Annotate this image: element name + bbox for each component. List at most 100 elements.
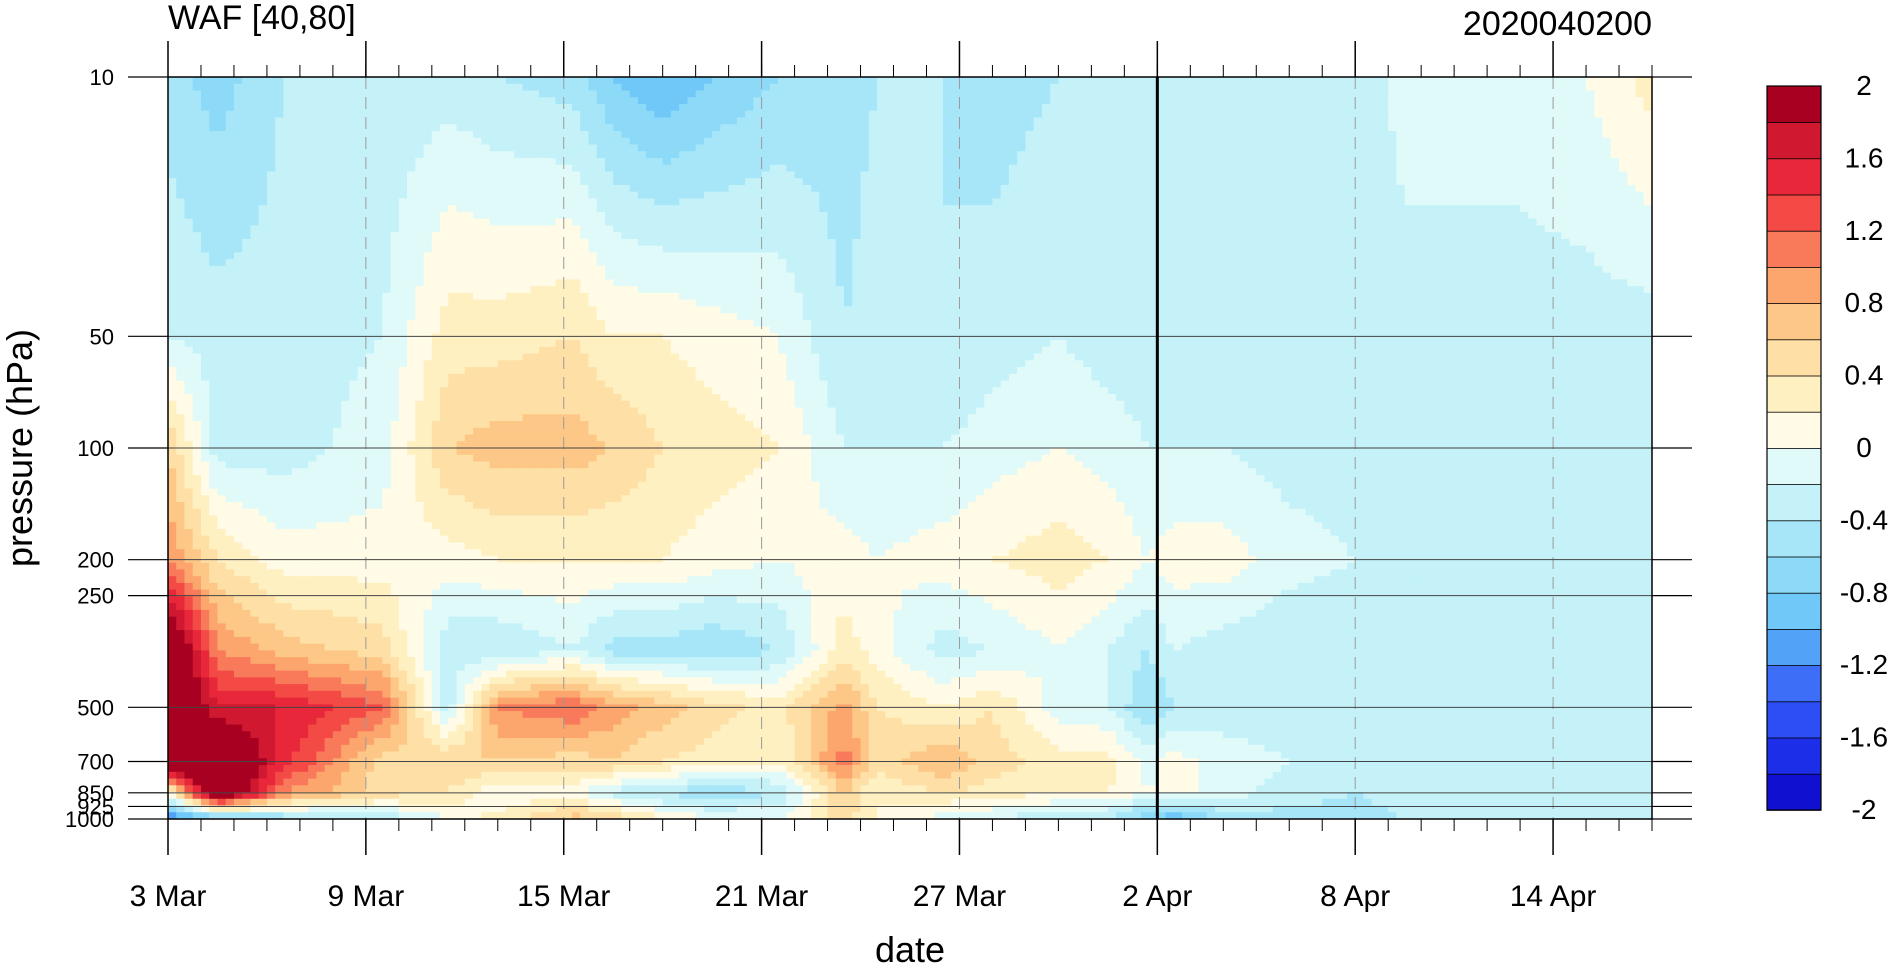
heatmap-cell bbox=[226, 178, 235, 185]
heatmap-cell bbox=[473, 738, 482, 745]
heatmap-cell bbox=[539, 198, 548, 205]
heatmap-cell bbox=[217, 124, 226, 131]
heatmap-cell bbox=[349, 542, 358, 549]
heatmap-cell bbox=[407, 488, 416, 495]
heatmap-cell bbox=[358, 171, 367, 178]
heatmap-cell bbox=[283, 165, 292, 172]
heatmap-cell bbox=[300, 144, 309, 151]
heatmap-cell bbox=[523, 354, 532, 361]
heatmap-cell bbox=[209, 704, 218, 711]
heatmap-cell bbox=[382, 542, 391, 549]
heatmap-cell bbox=[465, 441, 474, 448]
heatmap-cell bbox=[333, 421, 342, 428]
heatmap-cell bbox=[432, 84, 441, 91]
heatmap-cell bbox=[341, 630, 350, 637]
heatmap-cell bbox=[358, 610, 367, 617]
heatmap-cell bbox=[415, 488, 424, 495]
heatmap-cell bbox=[193, 542, 202, 549]
heatmap-cell bbox=[358, 441, 367, 448]
heatmap-cell bbox=[209, 657, 218, 664]
heatmap-cell bbox=[300, 569, 309, 576]
heatmap-cell bbox=[490, 293, 499, 300]
heatmap-cell bbox=[366, 495, 375, 502]
heatmap-cell bbox=[523, 522, 532, 529]
heatmap-cell bbox=[292, 563, 301, 570]
heatmap-cell bbox=[333, 232, 342, 239]
heatmap-cell bbox=[498, 515, 507, 522]
heatmap-cell bbox=[366, 448, 375, 455]
heatmap-cell bbox=[366, 785, 375, 792]
heatmap-cell bbox=[316, 293, 325, 300]
heatmap-cell bbox=[498, 502, 507, 509]
heatmap-cell bbox=[366, 596, 375, 603]
heatmap-cell bbox=[349, 596, 358, 603]
heatmap-cell bbox=[184, 374, 193, 381]
heatmap-cell bbox=[391, 279, 400, 286]
heatmap-cell bbox=[457, 158, 466, 165]
heatmap-cell bbox=[283, 279, 292, 286]
heatmap-cell bbox=[168, 347, 177, 354]
heatmap-cell bbox=[374, 765, 383, 772]
heatmap-cell bbox=[341, 171, 350, 178]
heatmap-cell bbox=[498, 671, 507, 678]
heatmap-cell bbox=[415, 347, 424, 354]
heatmap-cell bbox=[250, 232, 259, 239]
heatmap-cell bbox=[349, 246, 358, 253]
heatmap-cell bbox=[358, 286, 367, 293]
heatmap-cell bbox=[465, 225, 474, 232]
heatmap-cell bbox=[415, 691, 424, 698]
heatmap-cell bbox=[457, 785, 466, 792]
heatmap-cell bbox=[275, 381, 284, 388]
heatmap-cell bbox=[300, 752, 309, 759]
heatmap-cell bbox=[341, 509, 350, 516]
heatmap-cell bbox=[424, 637, 433, 644]
heatmap-cell bbox=[415, 657, 424, 664]
heatmap-cell bbox=[523, 97, 532, 104]
heatmap-cell bbox=[168, 495, 177, 502]
heatmap-cell bbox=[341, 549, 350, 556]
heatmap-cell bbox=[465, 718, 474, 725]
heatmap-cell bbox=[358, 657, 367, 664]
heatmap-cell bbox=[267, 273, 276, 280]
heatmap-cell bbox=[415, 704, 424, 711]
heatmap-cell bbox=[259, 576, 268, 583]
heatmap-cell bbox=[341, 225, 350, 232]
heatmap-cell bbox=[498, 333, 507, 340]
heatmap-cell bbox=[424, 313, 433, 320]
heatmap-cell bbox=[176, 435, 185, 442]
heatmap-cell bbox=[234, 455, 243, 462]
heatmap-cell bbox=[374, 711, 383, 718]
heatmap-cell bbox=[498, 684, 507, 691]
heatmap-cell bbox=[465, 171, 474, 178]
heatmap-cell bbox=[292, 77, 301, 84]
heatmap-cell bbox=[399, 252, 408, 259]
heatmap-cell bbox=[448, 286, 457, 293]
heatmap-cell bbox=[242, 414, 251, 421]
heatmap-cell bbox=[226, 482, 235, 489]
heatmap-cell bbox=[481, 165, 490, 172]
heatmap-cell bbox=[473, 252, 482, 259]
heatmap-cell bbox=[440, 711, 449, 718]
heatmap-cell bbox=[481, 664, 490, 671]
heatmap-cell bbox=[415, 711, 424, 718]
heatmap-cell bbox=[292, 509, 301, 516]
heatmap-cell bbox=[382, 435, 391, 442]
heatmap-cell bbox=[267, 327, 276, 334]
heatmap-cell bbox=[349, 536, 358, 543]
heatmap-cell bbox=[440, 765, 449, 772]
heatmap-cell bbox=[432, 684, 441, 691]
heatmap-cell bbox=[523, 718, 532, 725]
heatmap-cell bbox=[440, 441, 449, 448]
heatmap-cell bbox=[407, 192, 416, 199]
heatmap-cell bbox=[374, 394, 383, 401]
heatmap-cell bbox=[283, 97, 292, 104]
heatmap-cell bbox=[465, 104, 474, 111]
heatmap-cell bbox=[292, 731, 301, 738]
heatmap-cell bbox=[465, 623, 474, 630]
heatmap-cell bbox=[407, 327, 416, 334]
heatmap-cell bbox=[201, 111, 210, 118]
heatmap-cell bbox=[193, 212, 202, 219]
heatmap-cell bbox=[283, 192, 292, 199]
heatmap-cell bbox=[201, 515, 210, 522]
heatmap-cell bbox=[366, 664, 375, 671]
